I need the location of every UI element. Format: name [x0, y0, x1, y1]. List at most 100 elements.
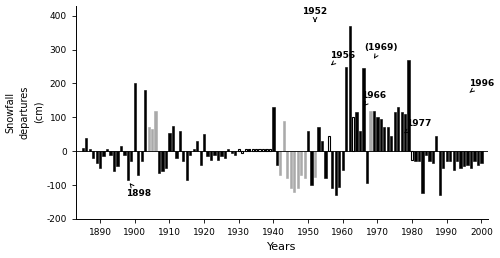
Bar — [328, 136, 330, 151]
Bar — [154, 110, 156, 151]
Bar — [262, 149, 264, 151]
Bar — [186, 151, 188, 180]
Bar — [266, 149, 268, 151]
Text: 1966: 1966 — [362, 91, 386, 105]
Bar — [252, 149, 254, 151]
Bar — [151, 129, 153, 151]
Bar — [220, 151, 222, 156]
Bar — [196, 141, 198, 151]
Bar — [408, 60, 410, 151]
Bar — [449, 151, 452, 161]
Bar — [380, 119, 382, 151]
Bar — [342, 151, 344, 170]
Bar — [480, 151, 482, 163]
Bar — [176, 151, 178, 158]
Bar — [474, 151, 476, 161]
Bar — [124, 151, 126, 155]
Bar — [452, 151, 455, 170]
Bar — [404, 114, 406, 151]
Bar — [296, 151, 299, 188]
Bar — [88, 149, 91, 151]
Bar — [376, 117, 378, 151]
Bar — [255, 149, 257, 151]
Bar — [345, 67, 348, 151]
Bar — [116, 151, 118, 166]
Bar — [244, 149, 247, 151]
Bar — [386, 127, 389, 151]
Bar — [463, 151, 465, 166]
Bar — [172, 126, 174, 151]
Bar — [96, 151, 98, 163]
Bar — [442, 151, 444, 168]
Bar — [162, 151, 164, 172]
Bar — [258, 149, 260, 151]
Bar — [456, 151, 458, 161]
Bar — [102, 151, 104, 156]
Bar — [348, 26, 351, 151]
Bar — [238, 149, 240, 151]
Bar — [178, 131, 181, 151]
Bar — [477, 151, 479, 165]
Bar — [106, 149, 108, 151]
Bar — [130, 151, 132, 161]
Bar — [217, 151, 219, 160]
Bar — [359, 131, 361, 151]
Bar — [92, 151, 94, 158]
Bar — [390, 136, 392, 151]
Bar — [300, 151, 302, 175]
Bar — [227, 149, 230, 151]
Bar — [460, 151, 462, 168]
Bar — [362, 68, 364, 151]
Bar — [120, 146, 122, 151]
Bar — [168, 133, 170, 151]
Bar — [206, 151, 208, 156]
Bar — [234, 151, 236, 155]
Bar — [370, 110, 372, 151]
Bar — [366, 151, 368, 183]
Bar — [224, 151, 226, 158]
Bar — [126, 151, 129, 180]
Bar — [310, 151, 312, 185]
Bar — [279, 151, 281, 175]
Bar — [210, 151, 212, 160]
Bar — [314, 151, 316, 176]
Bar — [269, 149, 271, 151]
Bar — [82, 148, 84, 151]
Bar — [189, 151, 192, 155]
Text: 1898: 1898 — [126, 184, 151, 198]
Bar — [85, 138, 87, 151]
Bar — [158, 151, 160, 173]
Text: 1977: 1977 — [405, 119, 431, 133]
Bar — [356, 112, 358, 151]
Bar — [400, 112, 403, 151]
Bar — [321, 141, 323, 151]
Text: 1996: 1996 — [469, 79, 494, 92]
Bar — [282, 121, 285, 151]
Bar — [352, 117, 354, 151]
Bar — [414, 151, 416, 161]
Bar — [192, 149, 195, 151]
Bar — [99, 151, 102, 168]
Bar — [383, 127, 386, 151]
Bar — [214, 151, 216, 155]
Bar — [338, 151, 340, 187]
Bar — [230, 151, 233, 153]
Bar — [432, 151, 434, 163]
Bar — [134, 83, 136, 151]
X-axis label: Years: Years — [268, 243, 297, 252]
Bar — [148, 127, 150, 151]
Bar — [373, 110, 375, 151]
Bar — [140, 151, 143, 161]
Bar — [418, 151, 420, 161]
Bar — [286, 151, 288, 178]
Bar — [438, 151, 441, 195]
Bar — [307, 131, 309, 151]
Bar — [422, 151, 424, 194]
Bar — [276, 151, 278, 165]
Bar — [394, 112, 396, 151]
Bar — [241, 151, 244, 153]
Bar — [200, 151, 202, 165]
Text: 1952: 1952 — [302, 7, 328, 21]
Text: (1969): (1969) — [364, 43, 398, 58]
Bar — [137, 151, 140, 175]
